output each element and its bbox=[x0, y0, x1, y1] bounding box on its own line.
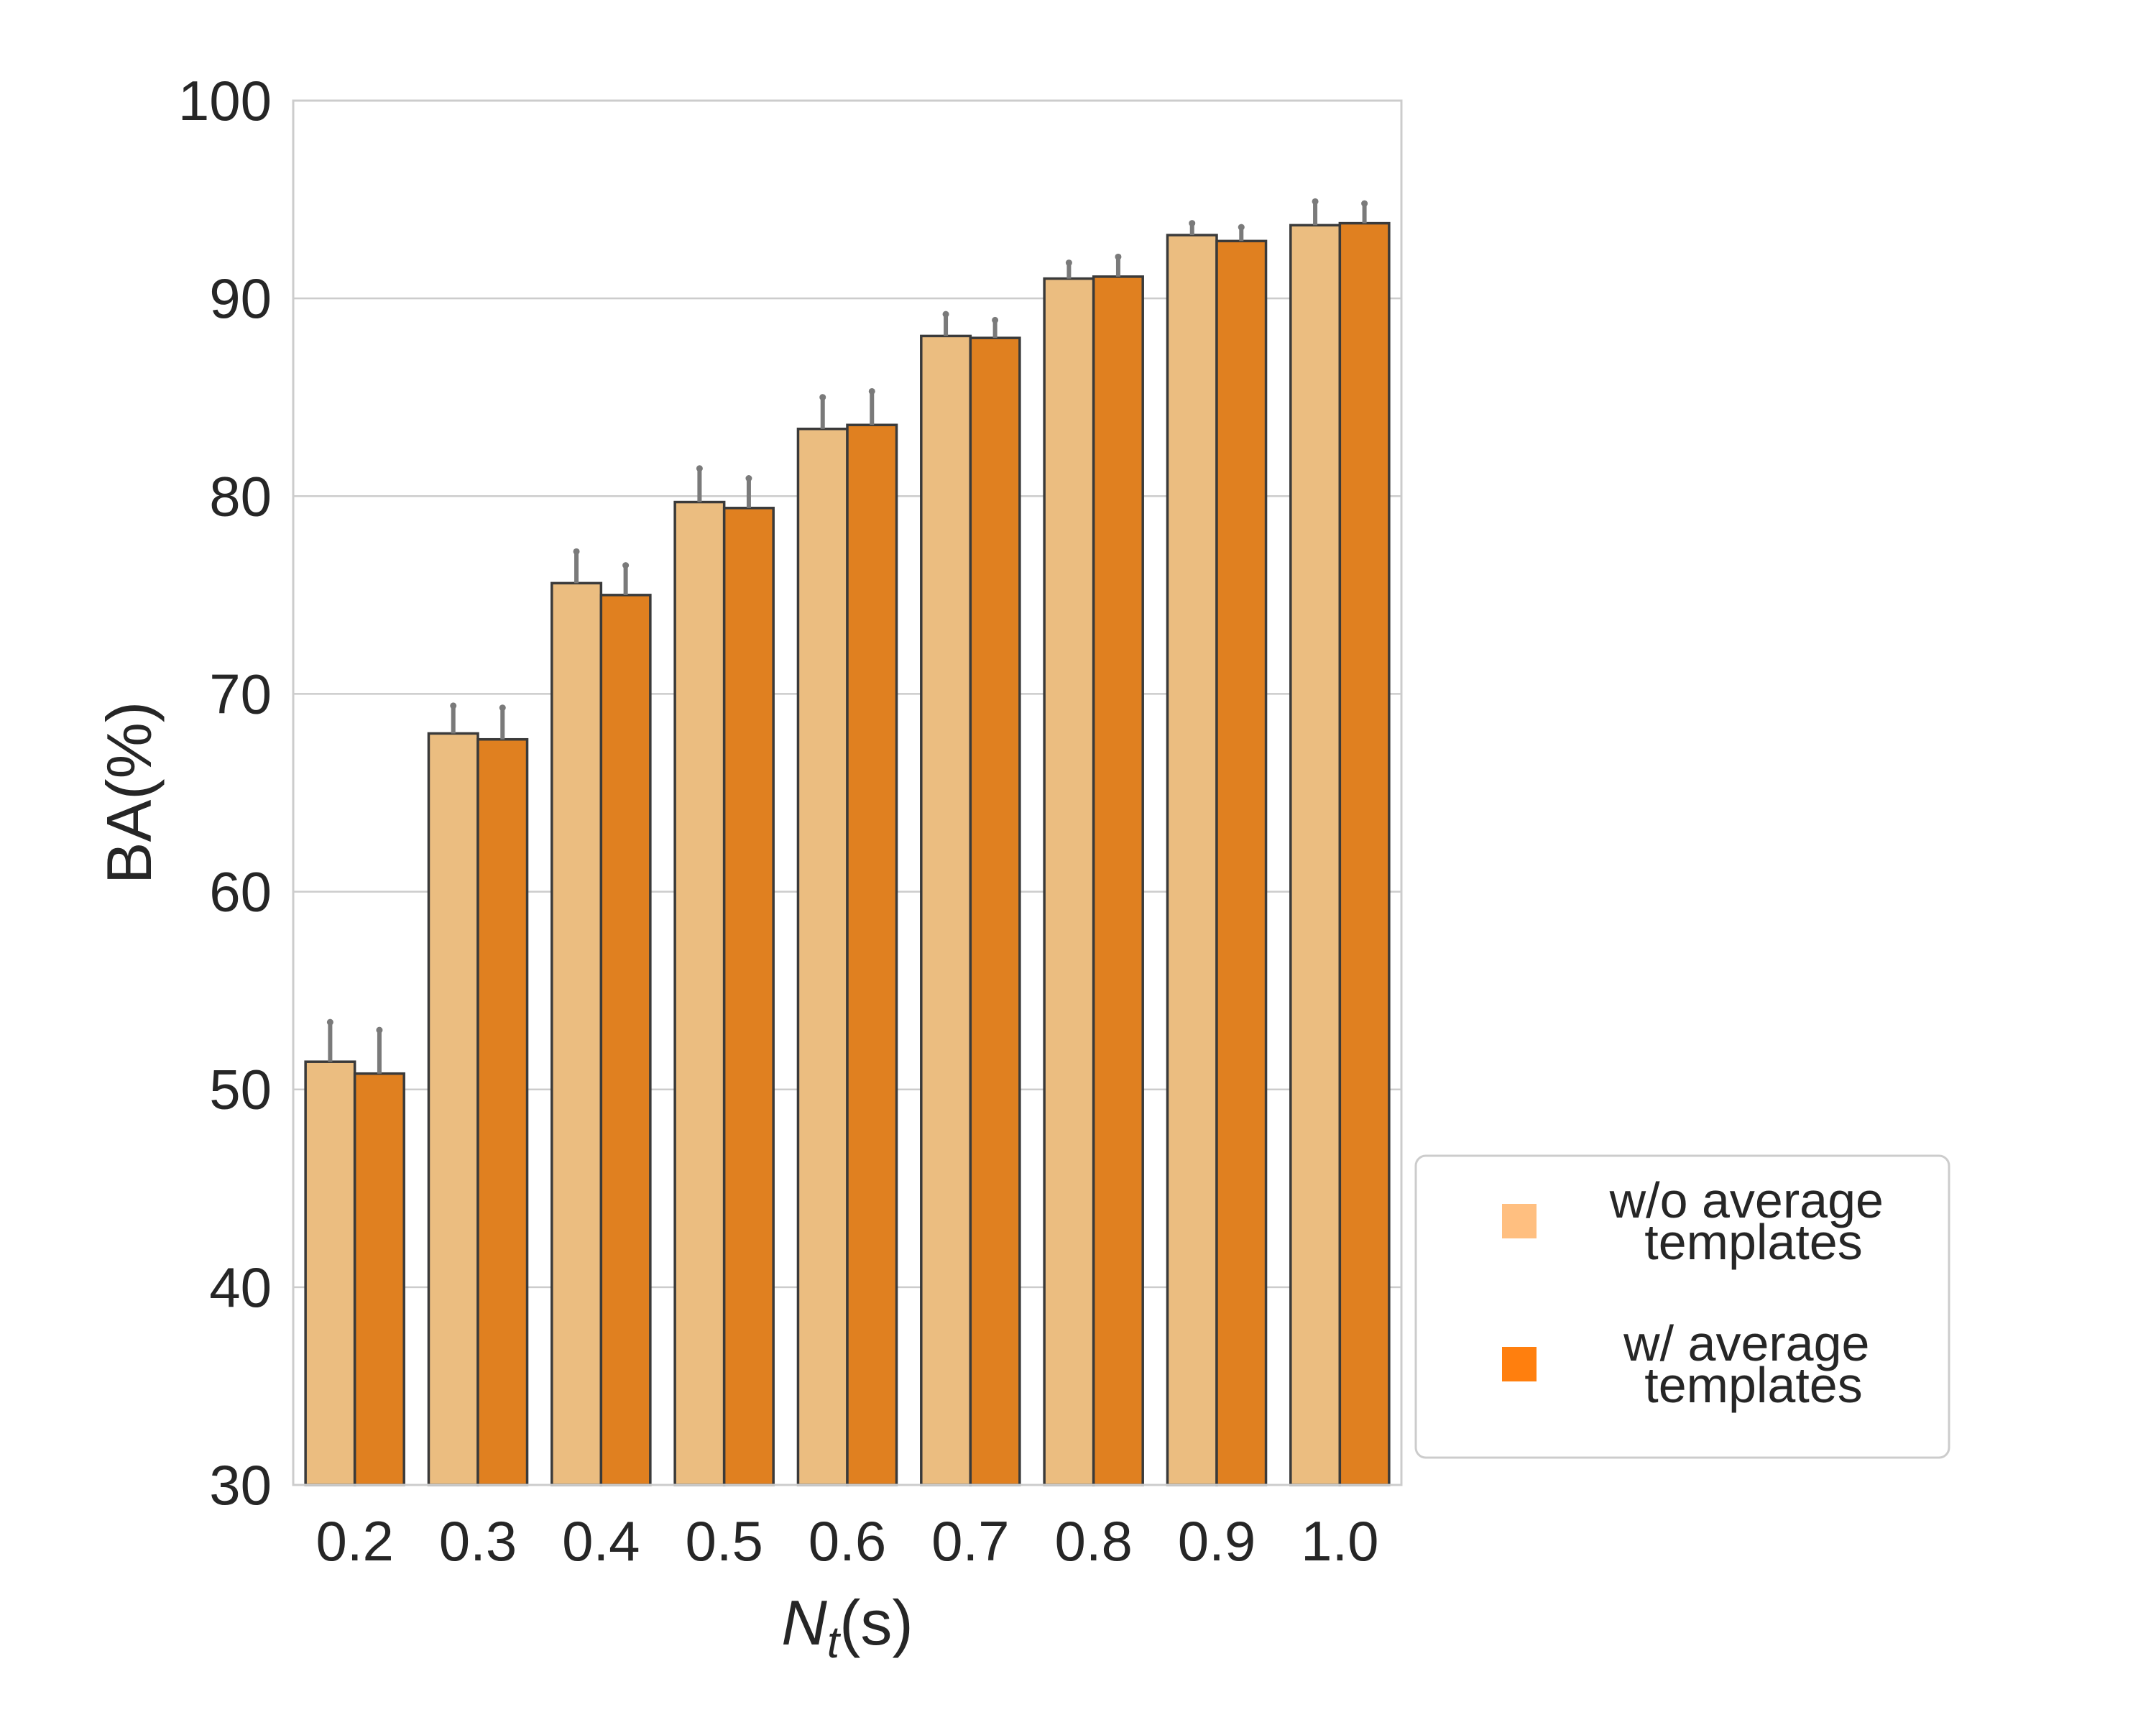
legend-box bbox=[1414, 1154, 1950, 1459]
error-bar-cap bbox=[622, 562, 630, 569]
error-bar-cap bbox=[1189, 220, 1196, 227]
bar-w-o-average bbox=[796, 427, 849, 1486]
y-tick-label: 50 bbox=[209, 1058, 272, 1121]
x-axis-label-symbol: N bbox=[781, 1587, 827, 1658]
bar-w-average bbox=[476, 737, 529, 1486]
x-tick-label: 0.4 bbox=[562, 1509, 640, 1573]
bar-w-o-average bbox=[1289, 224, 1342, 1486]
bar-w-average bbox=[722, 507, 775, 1486]
x-tick-label: 0.7 bbox=[931, 1509, 1009, 1573]
error-bar-cap bbox=[573, 548, 580, 555]
bar-w-average bbox=[1215, 239, 1268, 1486]
error-bar-cap bbox=[868, 387, 875, 395]
legend-label-line: w/o average bbox=[1609, 1172, 1884, 1228]
error-bars bbox=[326, 198, 1368, 1074]
bar-w-o-average bbox=[920, 334, 972, 1486]
legend-label-w-average: w/ average templates bbox=[1623, 1315, 1884, 1413]
error-bar-cap bbox=[942, 310, 949, 318]
bar-w-average bbox=[969, 336, 1021, 1486]
error-bar-cap bbox=[1065, 259, 1072, 267]
x-tick-labels: 0.2 0.3 0.4 0.5 0.6 0.7 0.8 0.9 1.0 bbox=[315, 1509, 1378, 1573]
y-tick-label: 100 bbox=[178, 69, 272, 132]
y-tick-label: 40 bbox=[209, 1256, 272, 1319]
bar-w-average bbox=[846, 423, 898, 1486]
x-axis-label: Nt(s) bbox=[781, 1587, 913, 1668]
legend: w/o average templates w/ average templat… bbox=[1414, 1154, 1950, 1459]
x-tick-label: 0.8 bbox=[1054, 1509, 1132, 1573]
error-bar-cap bbox=[1115, 253, 1122, 260]
bar-w-average bbox=[353, 1072, 405, 1486]
x-axis-label-unit: (s) bbox=[839, 1587, 913, 1658]
y-tick-labels: 30 40 50 60 70 80 90 100 bbox=[178, 69, 272, 1517]
error-bar-cap bbox=[376, 1026, 383, 1034]
legend-label-line: templates bbox=[1644, 1214, 1862, 1270]
x-tick-label: 0.9 bbox=[1178, 1509, 1256, 1573]
y-tick-label: 90 bbox=[209, 267, 272, 330]
bar-w-o-average bbox=[673, 500, 726, 1486]
x-tick-label: 1.0 bbox=[1301, 1509, 1378, 1573]
bar-w-o-average bbox=[304, 1060, 356, 1486]
error-bar-cap bbox=[1238, 224, 1245, 231]
x-tick-label: 0.3 bbox=[439, 1509, 517, 1573]
error-bar-cap bbox=[696, 465, 703, 472]
bars bbox=[304, 221, 1391, 1486]
y-tick-label: 30 bbox=[209, 1453, 272, 1517]
x-tick-label: 0.2 bbox=[315, 1509, 393, 1573]
legend-marker-w-average bbox=[1502, 1347, 1537, 1381]
error-bar-cap bbox=[819, 394, 826, 401]
legend-label-line: w/ average bbox=[1623, 1315, 1869, 1371]
legend-label-w-o-average: w/o average templates bbox=[1609, 1172, 1898, 1270]
error-bar-cap bbox=[1361, 200, 1368, 207]
y-tick-label: 70 bbox=[209, 662, 272, 725]
y-tick-label: 60 bbox=[209, 860, 272, 924]
bar-w-average bbox=[599, 594, 652, 1486]
error-bar-cap bbox=[745, 475, 752, 482]
error-bar-cap bbox=[1312, 198, 1319, 205]
bar-w-o-average bbox=[1166, 234, 1218, 1486]
x-axis-label-subscript: t bbox=[827, 1618, 842, 1668]
bar-w-o-average bbox=[427, 732, 479, 1486]
error-bar-cap bbox=[499, 704, 506, 712]
x-tick-label: 0.5 bbox=[685, 1509, 763, 1573]
bar-w-o-average bbox=[1043, 277, 1095, 1486]
legend-marker-w-o-average bbox=[1502, 1204, 1537, 1238]
bar-w-o-average bbox=[550, 581, 603, 1486]
bar-w-average bbox=[1338, 221, 1391, 1486]
legend-label-line: templates bbox=[1644, 1357, 1862, 1413]
plot-frame bbox=[292, 99, 1403, 1486]
error-bar-cap bbox=[450, 702, 457, 709]
bar-w-average bbox=[1092, 275, 1144, 1486]
error-bar-cap bbox=[992, 316, 999, 323]
y-axis-label: BA(%) bbox=[93, 702, 165, 884]
error-bar-cap bbox=[326, 1018, 333, 1026]
x-tick-label: 0.6 bbox=[808, 1509, 886, 1573]
y-tick-label: 80 bbox=[209, 464, 272, 528]
